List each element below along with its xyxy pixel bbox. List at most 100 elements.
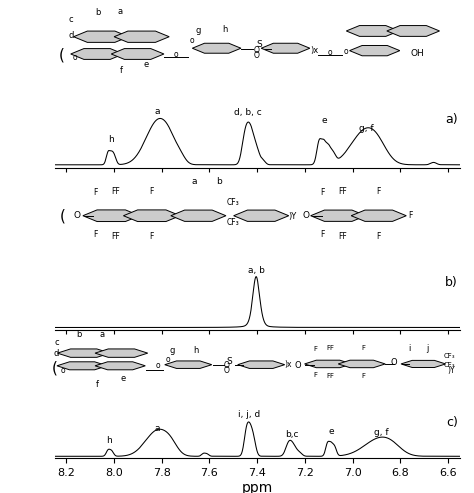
Text: (: ( <box>52 360 57 376</box>
Text: o: o <box>61 366 66 375</box>
Text: F: F <box>93 188 97 197</box>
Polygon shape <box>338 360 385 368</box>
Polygon shape <box>114 31 169 42</box>
Text: f: f <box>96 380 99 388</box>
Polygon shape <box>165 361 212 368</box>
Text: CF₃: CF₃ <box>227 198 239 207</box>
Text: O: O <box>302 211 309 220</box>
Text: F: F <box>320 230 325 239</box>
Text: F: F <box>408 211 412 220</box>
Text: O: O <box>73 211 80 220</box>
Text: o: o <box>73 53 77 62</box>
Polygon shape <box>349 45 400 56</box>
Text: F: F <box>376 187 381 196</box>
Text: o: o <box>155 361 160 370</box>
Text: S: S <box>226 356 232 366</box>
Text: e: e <box>321 116 327 125</box>
Text: i, j, d: i, j, d <box>237 410 260 419</box>
Text: FF: FF <box>111 187 119 196</box>
Polygon shape <box>83 210 140 221</box>
Text: FF: FF <box>111 232 119 241</box>
Polygon shape <box>387 26 439 36</box>
Text: a, b: a, b <box>247 266 264 275</box>
Polygon shape <box>111 49 164 59</box>
Text: F: F <box>93 230 97 239</box>
Text: CF₃: CF₃ <box>444 361 456 368</box>
Text: CF₃: CF₃ <box>444 353 456 359</box>
Text: a): a) <box>445 113 458 126</box>
Polygon shape <box>95 362 146 370</box>
Text: )x: )x <box>285 360 292 369</box>
Text: c): c) <box>446 416 458 429</box>
Text: F: F <box>320 188 325 197</box>
Text: b: b <box>216 177 221 186</box>
Polygon shape <box>57 349 110 357</box>
Text: o: o <box>190 36 195 45</box>
Text: O: O <box>223 365 229 375</box>
Text: a: a <box>154 423 160 432</box>
Text: j: j <box>426 344 428 352</box>
Text: e: e <box>328 426 334 436</box>
Polygon shape <box>57 362 107 370</box>
Text: FF: FF <box>326 373 334 379</box>
Text: (: ( <box>60 208 65 223</box>
Text: i: i <box>408 344 410 353</box>
Text: CF₃: CF₃ <box>227 218 239 227</box>
Text: FF: FF <box>338 232 346 241</box>
Text: (: ( <box>59 47 65 63</box>
Polygon shape <box>123 210 180 221</box>
Text: h: h <box>222 25 228 34</box>
Text: S: S <box>256 40 262 49</box>
Text: e: e <box>143 60 148 69</box>
Text: b,c: b,c <box>285 430 299 439</box>
Text: a: a <box>118 7 122 16</box>
Text: F: F <box>313 346 318 352</box>
Text: O: O <box>294 360 301 370</box>
Polygon shape <box>171 210 226 221</box>
Text: F: F <box>150 232 154 241</box>
Text: c: c <box>54 338 59 347</box>
Text: o: o <box>344 47 348 56</box>
Text: c: c <box>68 15 73 24</box>
Text: g: g <box>169 346 175 355</box>
Text: O: O <box>391 358 397 367</box>
Text: g, f: g, f <box>374 428 388 437</box>
Text: a: a <box>191 177 197 186</box>
Text: )Y: )Y <box>289 211 297 220</box>
Polygon shape <box>73 31 128 42</box>
Polygon shape <box>71 49 123 59</box>
Text: h: h <box>107 436 112 445</box>
Text: o: o <box>166 354 170 364</box>
Text: OH: OH <box>410 49 424 58</box>
Polygon shape <box>305 360 352 368</box>
Polygon shape <box>237 361 285 368</box>
Text: FF: FF <box>326 345 334 351</box>
Text: b: b <box>77 330 82 340</box>
Text: o: o <box>328 48 332 57</box>
Text: O: O <box>254 46 260 55</box>
Text: b): b) <box>445 276 458 289</box>
Polygon shape <box>261 43 310 53</box>
Polygon shape <box>234 210 289 221</box>
X-axis label: ppm: ppm <box>242 481 273 493</box>
Text: d: d <box>68 31 73 39</box>
Text: d: d <box>54 350 59 358</box>
Text: e: e <box>121 374 126 383</box>
Text: )Y: )Y <box>447 366 455 375</box>
Text: F: F <box>376 232 381 241</box>
Polygon shape <box>401 360 446 367</box>
Text: h: h <box>108 135 113 144</box>
Text: g: g <box>196 26 201 35</box>
Polygon shape <box>346 26 399 36</box>
Polygon shape <box>351 210 406 221</box>
Text: a: a <box>99 330 104 339</box>
Text: h: h <box>193 346 198 354</box>
Text: )x: )x <box>310 45 318 55</box>
Text: f: f <box>120 66 123 75</box>
Text: FF: FF <box>338 187 346 196</box>
Text: F: F <box>361 373 365 379</box>
Text: F: F <box>313 372 318 378</box>
Text: O: O <box>223 361 229 370</box>
Text: g, f: g, f <box>359 124 374 133</box>
Text: d, b, c: d, b, c <box>234 108 262 117</box>
